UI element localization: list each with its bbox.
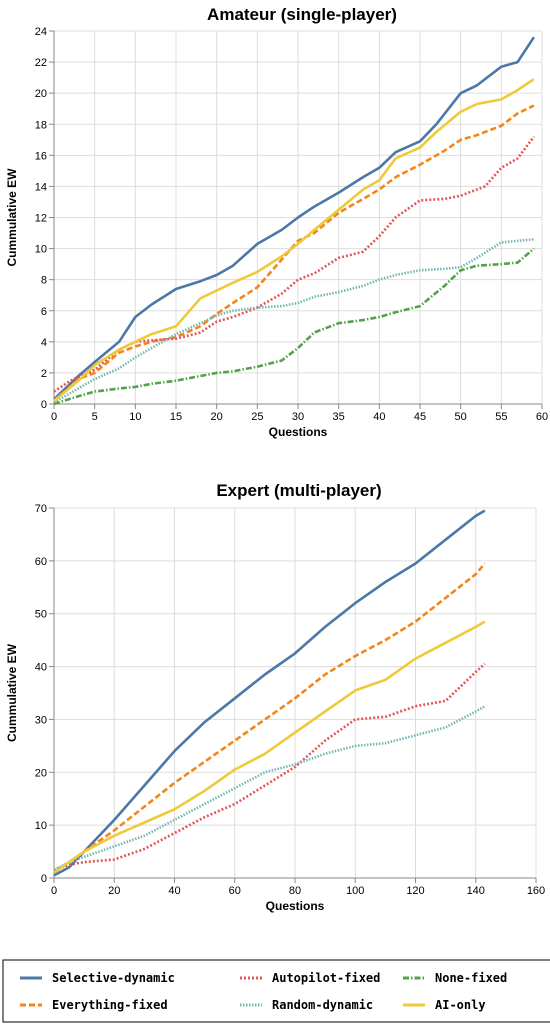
y-tick-label: 10	[35, 244, 47, 256]
y-tick-label: 0	[41, 399, 47, 411]
x-tick-label: 160	[527, 885, 545, 897]
x-tick-label: 100	[346, 885, 364, 897]
x-tick-label: 55	[495, 411, 507, 423]
y-tick-label: 40	[35, 662, 47, 674]
x-tick-label: 120	[406, 885, 424, 897]
series-line-random-dynamic	[53, 705, 486, 872]
y-axis-label: Cummulative EW	[5, 168, 19, 267]
y-tick-label: 30	[35, 714, 47, 726]
series-line-random-dynamic	[53, 238, 535, 404]
x-axis-label: Questions	[269, 425, 328, 439]
y-tick-label: 60	[35, 556, 47, 568]
y-tick-label: 22	[35, 57, 47, 69]
y-tick-label: 18	[35, 119, 47, 131]
y-tick-label: 70	[35, 503, 47, 515]
x-tick-label: 60	[536, 411, 548, 423]
x-tick-label: 20	[108, 885, 120, 897]
legend-box	[2, 959, 550, 1023]
x-tick-label: 25	[251, 411, 263, 423]
y-tick-label: 20	[35, 767, 47, 779]
y-tick-label: 10	[35, 820, 47, 832]
x-tick-label: 30	[292, 411, 304, 423]
y-tick-label: 12	[35, 213, 47, 225]
x-tick-label: 10	[129, 411, 141, 423]
x-tick-label: 140	[467, 885, 485, 897]
x-tick-label: 40	[168, 885, 180, 897]
x-tick-label: 40	[373, 411, 385, 423]
series-line-ai-only	[53, 78, 535, 402]
y-tick-label: 50	[35, 609, 47, 621]
chart-title: Amateur (single-player)	[207, 5, 397, 24]
x-axis-label: Questions	[266, 899, 325, 913]
x-tick-label: 50	[455, 411, 467, 423]
legend-label: Autopilot-fixed	[272, 971, 380, 985]
y-tick-label: 16	[35, 150, 47, 162]
chart-expert: Expert (multi-player)0 20 40 60 80 100 120 140 1…	[5, 481, 545, 913]
legend-label: AI-only	[435, 998, 486, 1012]
y-tick-label: 14	[35, 181, 47, 193]
x-tick-label: 0	[51, 411, 57, 423]
x-tick-label: 15	[170, 411, 182, 423]
x-tick-label: 0	[51, 885, 57, 897]
chart-legend: Selective-dynamic Autopilot-fixed None-fix…	[2, 959, 550, 1023]
x-tick-label: 45	[414, 411, 426, 423]
y-axis-label: Cummulative EW	[5, 643, 19, 742]
series-line-everything-fixed	[53, 104, 535, 402]
series-line-none-fixed	[53, 247, 535, 406]
chart-amateur: Amateur (single-player)0 5 10 15 20 25 30 35 40 4…	[5, 5, 548, 439]
series-line-selective-dynamic	[53, 509, 486, 877]
y-tick-label: 4	[41, 337, 47, 349]
series-line-autopilot-fixed	[53, 662, 486, 872]
y-tick-label: 2	[41, 368, 47, 380]
legend-label: None-fixed	[435, 971, 507, 985]
x-tick-label: 60	[229, 885, 241, 897]
legend-label: Random-dynamic	[272, 998, 373, 1012]
series-line-everything-fixed	[53, 562, 486, 874]
series-line-autopilot-fixed	[53, 135, 535, 393]
legend-label: Selective-dynamic	[52, 971, 175, 985]
x-tick-label: 5	[92, 411, 98, 423]
x-tick-label: 35	[333, 411, 345, 423]
y-tick-label: 24	[35, 26, 47, 38]
series-line-ai-only	[53, 620, 486, 874]
legend-label: Everything-fixed	[52, 998, 168, 1012]
x-tick-label: 20	[211, 411, 223, 423]
y-tick-label: 8	[41, 275, 47, 287]
chart-title: Expert (multi-player)	[216, 481, 381, 500]
series-line-selective-dynamic	[53, 36, 535, 401]
y-tick-label: 6	[41, 306, 47, 318]
y-tick-label: 20	[35, 88, 47, 100]
x-tick-label: 80	[289, 885, 301, 897]
y-tick-label: 0	[41, 873, 47, 885]
